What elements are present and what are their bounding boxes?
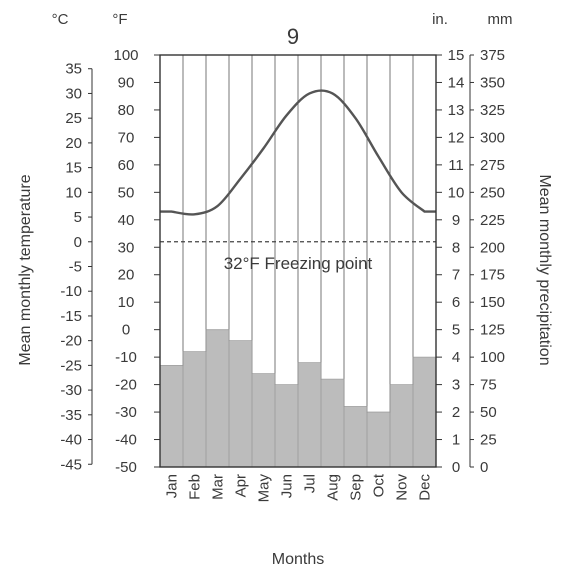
unit-inches: in. — [432, 11, 448, 28]
f-tick-label: 70 — [118, 129, 135, 146]
in-tick-label: 12 — [448, 129, 465, 146]
c-tick-label: 25 — [65, 110, 82, 127]
c-tick-label: 30 — [65, 85, 82, 102]
unit-mm: mm — [488, 11, 513, 28]
month-label: Sep — [348, 474, 365, 501]
mm-tick-label: 275 — [480, 157, 505, 174]
c-tick-label: -35 — [60, 407, 82, 424]
month-label: Apr — [233, 474, 250, 497]
c-tick-label: -40 — [60, 432, 82, 449]
in-tick-label: 14 — [448, 74, 465, 91]
temperature-line — [160, 89, 436, 216]
temperature-line-layer — [160, 89, 436, 243]
f-tick-label: 0 — [122, 322, 130, 339]
plot-frame — [159, 54, 437, 468]
c-tick-label: 0 — [74, 234, 82, 251]
f-tick-label: 40 — [118, 212, 135, 229]
f-tick-label: -10 — [115, 349, 137, 366]
c-tick-label: 20 — [65, 135, 82, 152]
x-axis-title: Months — [272, 551, 324, 568]
mm-tick-label: 25 — [480, 432, 497, 449]
f-tick-label: 90 — [118, 74, 135, 91]
in-tick-label: 1 — [452, 432, 460, 449]
c-tick-label: -30 — [60, 382, 82, 399]
in-tick-label: 6 — [452, 294, 460, 311]
mm-tick-label: 225 — [480, 212, 505, 229]
c-tick-label: -20 — [60, 333, 82, 350]
month-label: Feb — [187, 474, 204, 500]
plot-border — [159, 54, 437, 468]
axes: 1009080706050403020100-10-20-30-40-50353… — [60, 47, 505, 502]
f-tick-label: 100 — [113, 47, 138, 64]
c-tick-label: -45 — [60, 456, 82, 473]
f-tick-label: 60 — [118, 157, 135, 174]
month-label: Jul — [302, 474, 319, 493]
c-tick-label: -25 — [60, 357, 82, 374]
in-tick-label: 2 — [452, 404, 460, 421]
month-label: May — [256, 474, 273, 503]
mm-tick-label: 175 — [480, 267, 505, 284]
month-label: Oct — [371, 473, 388, 497]
mm-tick-label: 125 — [480, 322, 505, 339]
f-tick-label: 30 — [118, 239, 135, 256]
c-tick-label: 5 — [74, 209, 82, 226]
mm-tick-label: 75 — [480, 377, 497, 394]
c-tick-label: 15 — [65, 160, 82, 177]
chart-title: 9 — [287, 24, 299, 49]
f-tick-label: 80 — [118, 102, 135, 119]
c-tick-label: 35 — [65, 61, 82, 78]
f-tick-label: -50 — [115, 459, 137, 476]
f-tick-label: -40 — [115, 432, 137, 449]
freezing-point-label: 32°F Freezing point — [224, 254, 373, 273]
in-tick-label: 4 — [452, 349, 460, 366]
in-tick-label: 0 — [452, 459, 460, 476]
mm-tick-label: 150 — [480, 294, 505, 311]
mm-tick-label: 100 — [480, 349, 505, 366]
in-tick-label: 9 — [452, 212, 460, 229]
c-tick-label: -10 — [60, 283, 82, 300]
c-tick-label: -5 — [69, 258, 82, 275]
mm-tick-label: 250 — [480, 184, 505, 201]
unit-celsius: °C — [52, 11, 69, 28]
in-tick-label: 3 — [452, 377, 460, 394]
month-label: Mar — [210, 474, 227, 500]
mm-tick-label: 375 — [480, 47, 505, 64]
f-tick-label: -20 — [115, 377, 137, 394]
in-tick-label: 5 — [452, 322, 460, 339]
in-tick-label: 8 — [452, 239, 460, 256]
y-axis-left-title: Mean monthly temperature — [17, 174, 34, 365]
in-tick-label: 10 — [448, 184, 465, 201]
f-tick-label: 10 — [118, 294, 135, 311]
f-tick-label: -30 — [115, 404, 137, 421]
c-tick-label: -15 — [60, 308, 82, 325]
mm-tick-label: 200 — [480, 239, 505, 256]
mm-tick-label: 325 — [480, 102, 505, 119]
month-label: Jan — [164, 474, 181, 498]
in-tick-label: 13 — [448, 102, 465, 119]
unit-fahrenheit: °F — [112, 11, 127, 28]
mm-tick-label: 50 — [480, 404, 497, 421]
month-label: Dec — [417, 474, 434, 501]
precipitation-area-layer — [159, 329, 437, 468]
y-axis-right-title: Mean monthly precipitation — [536, 174, 553, 365]
c-tick-label: 10 — [65, 184, 82, 201]
in-tick-label: 15 — [448, 47, 465, 64]
month-label: Nov — [394, 474, 411, 501]
month-label: Aug — [325, 474, 342, 501]
mm-tick-label: 0 — [480, 459, 488, 476]
mm-tick-label: 350 — [480, 74, 505, 91]
month-label: Jun — [279, 474, 296, 498]
f-tick-label: 50 — [118, 184, 135, 201]
in-tick-label: 7 — [452, 267, 460, 284]
in-tick-label: 11 — [448, 157, 464, 174]
f-tick-label: 20 — [118, 267, 135, 284]
mm-tick-label: 300 — [480, 129, 505, 146]
